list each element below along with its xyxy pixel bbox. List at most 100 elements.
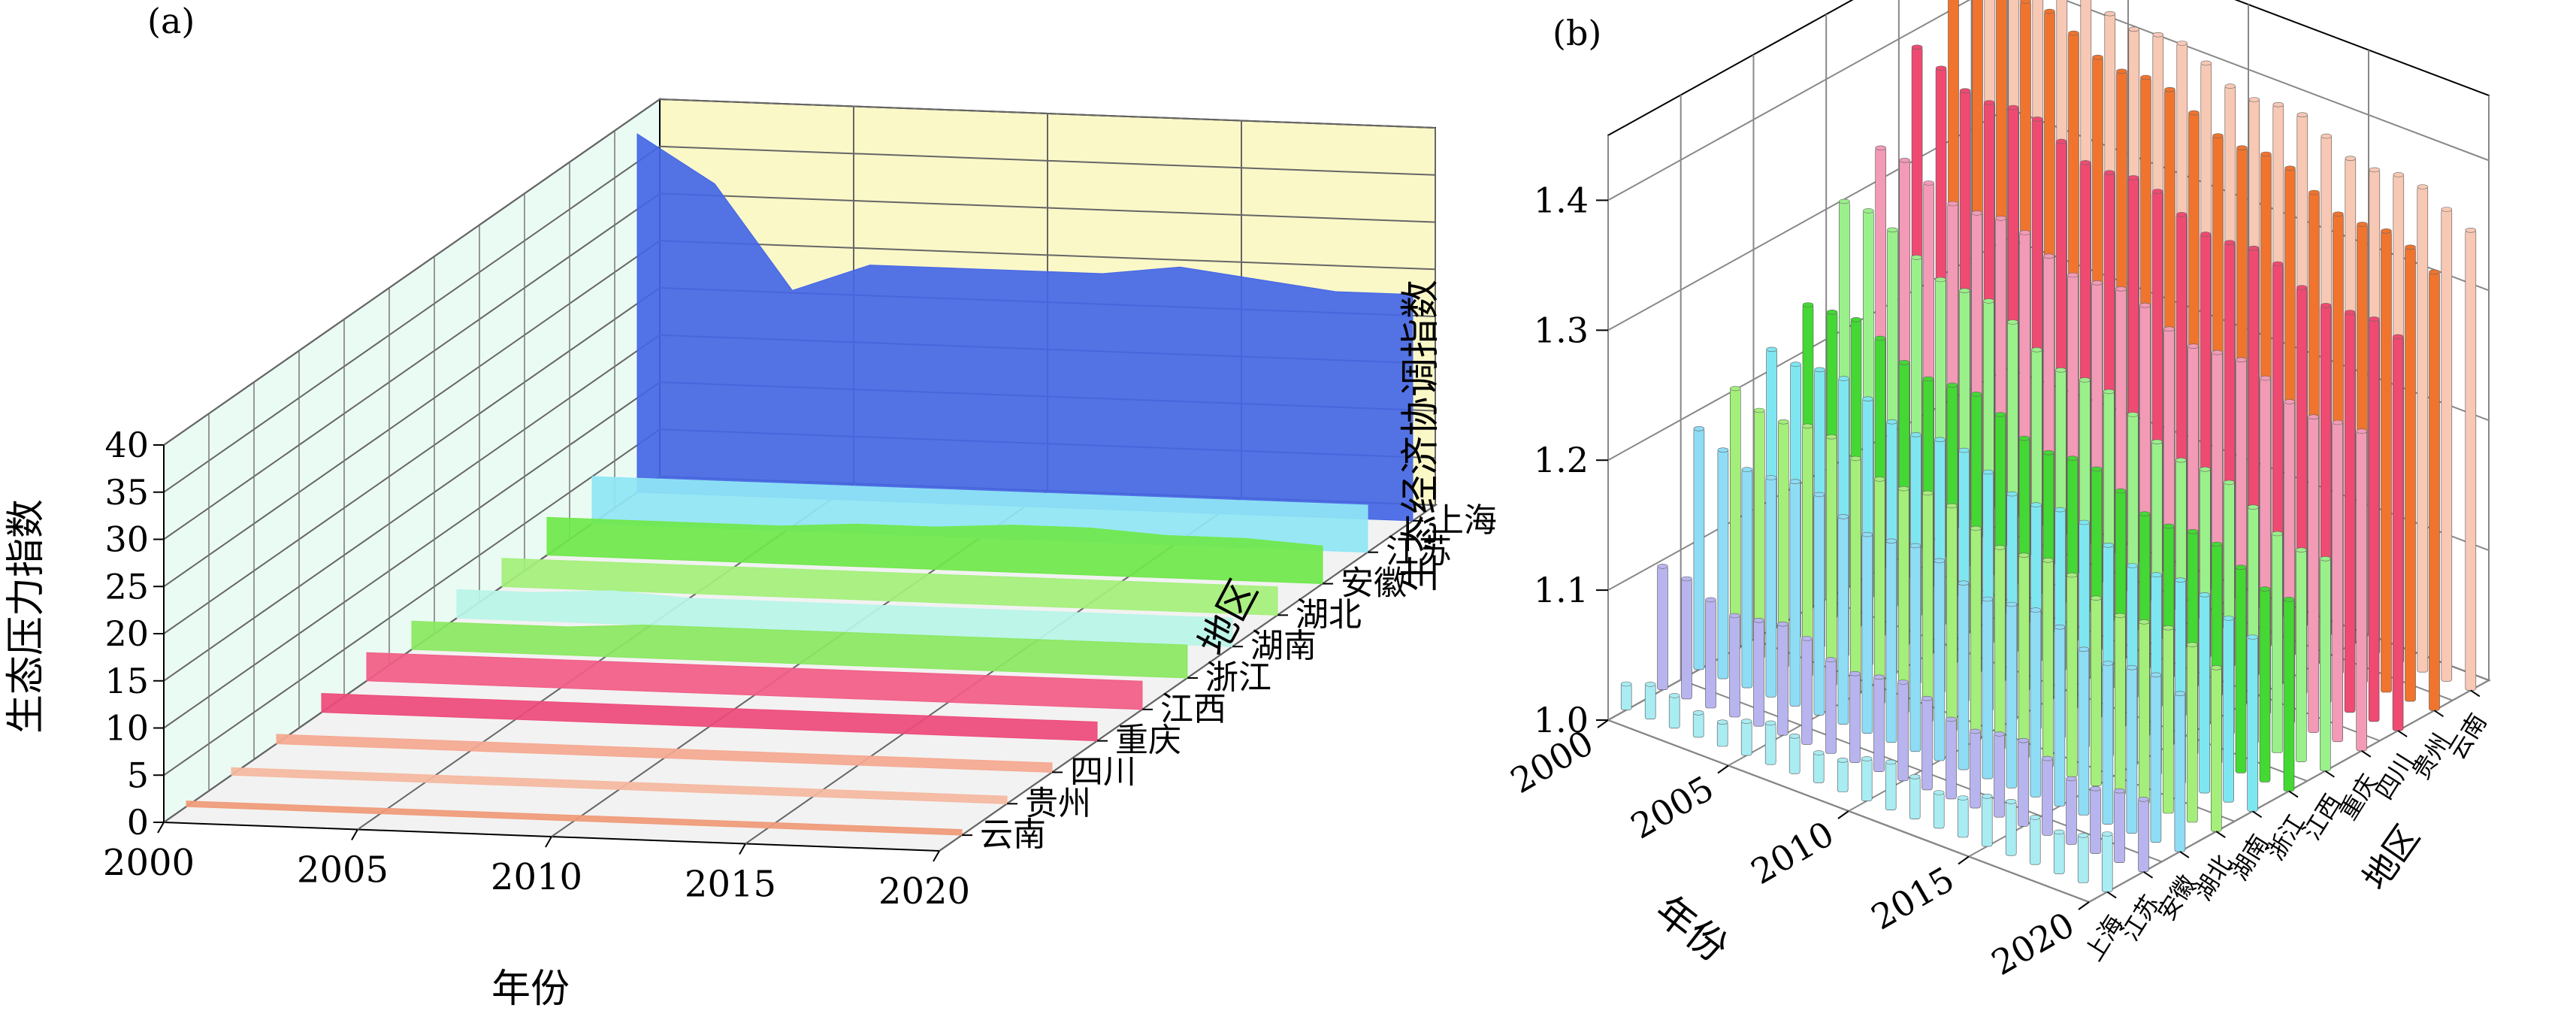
panel-a-label: (a): [147, 1, 195, 41]
bar-安徽-2002: [1741, 469, 1753, 689]
bar-cap: [2200, 232, 2212, 237]
bar-湖北-2020: [2211, 667, 2222, 832]
bar-cap: [2441, 207, 2453, 212]
bar-cap: [2139, 302, 2151, 308]
bar-云南-2019: [2441, 209, 2453, 682]
bar-cap: [2139, 619, 2150, 625]
bar-cap: [2332, 419, 2343, 425]
bar-上海-2015: [1981, 796, 1993, 847]
bar-cap: [1839, 198, 1850, 204]
bar-安徽-2013: [2006, 604, 2018, 788]
region-tick-mark: [2215, 831, 2226, 838]
bar-cap: [2030, 502, 2042, 507]
bar-cap: [1885, 759, 1897, 765]
bar-安徽-2011: [1958, 583, 1970, 770]
bar-cap: [1874, 335, 1886, 341]
gridline-value: [1607, 0, 2490, 201]
x-tick-mark: [1837, 810, 1849, 819]
y-tick-label: 1.1: [1534, 570, 1589, 610]
y-tick-label: 10: [104, 708, 149, 749]
bar-上海-2007: [1788, 735, 1800, 774]
bar-江苏-2006: [1801, 638, 1813, 745]
bar-安徽-2003: [1765, 477, 1777, 698]
bar-cap: [2018, 435, 2030, 441]
bar-cap: [1897, 680, 1909, 685]
region-tick-label: 浙江: [2261, 810, 2311, 865]
bar-cap: [1970, 728, 1981, 734]
bar-安徽-2020: [2174, 693, 2186, 852]
bar-cap: [2187, 642, 2198, 647]
bar-cap: [2077, 833, 2089, 838]
panel-b-bars: [1620, 0, 2477, 892]
region-tick-label: 云南: [980, 816, 1046, 854]
bar-cap: [2357, 222, 2368, 227]
area-上海: [636, 133, 1413, 522]
bar-cap: [2200, 60, 2212, 66]
region-tick-label: 湖北: [2188, 849, 2238, 905]
bar-江西-2019: [2296, 549, 2307, 762]
bar-江苏-2008: [1849, 673, 1861, 763]
bar-cap: [1911, 255, 1922, 260]
bar-cap: [2007, 319, 2018, 325]
bar-cap: [2018, 552, 2030, 558]
bar-江苏-2011: [1921, 698, 1933, 791]
panel-a-series: [186, 133, 1413, 836]
bar-四川-2020: [2392, 336, 2404, 731]
gridline-year: [2088, 95, 2490, 903]
bar-湖北-2014: [2067, 574, 2078, 777]
bar-cap: [1777, 621, 1788, 627]
bar-cap: [2369, 167, 2381, 173]
bar-cap: [1946, 716, 1957, 722]
bar-cap: [2284, 399, 2295, 404]
bar-cap: [2308, 189, 2320, 195]
bar-cap: [2115, 488, 2127, 494]
bar-cap: [2259, 586, 2271, 592]
x-tick-label: 2000: [103, 842, 195, 884]
bar-湖北-2012: [2018, 555, 2030, 759]
bar-cap: [1970, 525, 1982, 531]
bar-贵州-2018: [2381, 230, 2392, 693]
bar-cap: [2067, 572, 2078, 578]
bar-cap: [1740, 719, 1752, 724]
bar-cap: [1899, 158, 1910, 163]
region-tick-mark: [2397, 730, 2408, 737]
x-tick-label: 2010: [1744, 813, 1840, 892]
x-tick-label: 2010: [491, 856, 582, 898]
bar-安徽-2017: [2102, 663, 2114, 825]
x-tick-mark: [2078, 901, 2090, 910]
bar-cap: [1741, 467, 1753, 472]
bar-cap: [2029, 815, 2041, 820]
bar-cap: [2151, 189, 2163, 194]
bar-cap: [2176, 41, 2188, 46]
bar-cap: [2127, 563, 2138, 568]
area-湖北: [501, 558, 1278, 616]
bar-cap: [2031, 117, 2043, 122]
bar-湖北-2018: [2163, 627, 2174, 814]
bar-湖北-2009: [1946, 505, 1958, 732]
bar-上海-2009: [1837, 759, 1849, 792]
bar-cap: [2200, 466, 2211, 472]
bar-浙江-2019: [2259, 589, 2271, 782]
bar-cap: [2175, 457, 2187, 463]
bar-cap: [2283, 597, 2295, 602]
bar-上海-2000: [1620, 683, 1632, 710]
bar-上海-2010: [1861, 758, 1873, 801]
bar-江苏-2012: [1946, 719, 1957, 800]
bar-cap: [2006, 601, 2018, 607]
y-tick-label: 1.4: [1534, 180, 1589, 220]
bar-江苏-2004: [1753, 619, 1764, 727]
bar-cap: [1668, 693, 1680, 698]
bar-湖北-2005: [1850, 458, 1861, 695]
area-浙江: [411, 620, 1188, 679]
bar-cap: [1788, 733, 1800, 739]
bar-cap: [2296, 112, 2308, 117]
bar-cap: [1911, 44, 1923, 50]
bar-cap: [2151, 572, 2162, 577]
bar-cap: [1766, 347, 1777, 353]
bar-安徽-2010: [1934, 560, 1946, 761]
bar-cap: [2102, 661, 2114, 666]
bar-四川-2019: [2368, 319, 2380, 722]
bar-cap: [1921, 695, 1933, 701]
region-tick-mark: [2179, 851, 2190, 858]
bar-湖北-2011: [1994, 547, 2006, 750]
